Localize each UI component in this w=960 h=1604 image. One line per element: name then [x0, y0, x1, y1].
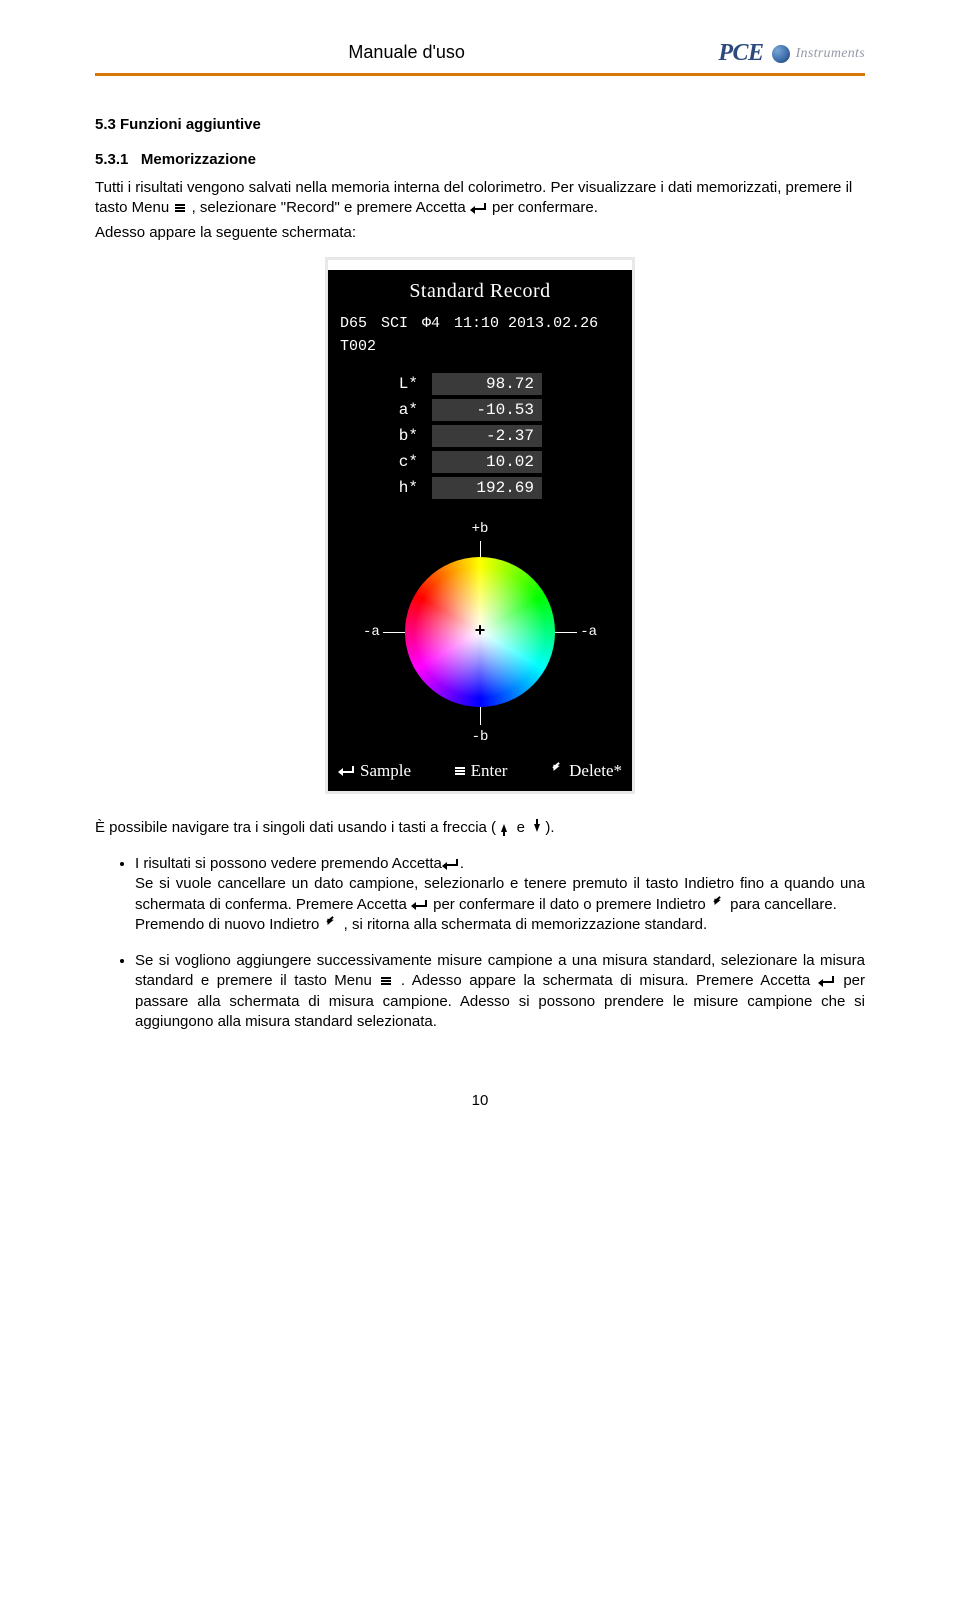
- section-heading: 5.3 Funzioni aggiuntive: [95, 116, 865, 133]
- enter-icon: [413, 900, 427, 910]
- value-box: 10.02: [432, 451, 542, 473]
- value-box: -10.53: [432, 399, 542, 421]
- navigation-paragraph: È possibile navigare tra i singoli dati …: [95, 818, 865, 838]
- device-value-row: h* 192.69: [390, 477, 632, 499]
- arrow-down-icon: [534, 824, 540, 832]
- device-value-row: b* -2.37: [390, 425, 632, 447]
- device-title: Standard Record: [328, 270, 632, 311]
- menu-icon: [455, 767, 465, 775]
- device-screenshot: Standard Record D65 SCI Φ4 11:10 2013.02…: [95, 257, 865, 794]
- enter-icon: [444, 859, 458, 869]
- value-box: -2.37: [432, 425, 542, 447]
- list-item: Se si vogliono aggiungere successivament…: [135, 951, 865, 1032]
- logo-instruments-text: Instruments: [796, 46, 865, 62]
- page-number: 10: [95, 1092, 865, 1109]
- intro-paragraph-2: Adesso appare la seguente schermata:: [95, 223, 865, 243]
- menu-icon: [175, 204, 185, 212]
- enter-icon: [340, 766, 354, 776]
- brand-logo: PCE Instruments: [718, 40, 865, 69]
- device-sample-id: T002: [328, 336, 632, 365]
- subsection-number: 5.3.1: [95, 151, 128, 168]
- value-box: 192.69: [432, 477, 542, 499]
- logo-globe-icon: [772, 45, 790, 63]
- device-meta: D65 SCI Φ4 11:10 2013.02.26: [328, 311, 632, 336]
- back-icon: [712, 899, 724, 911]
- value-label: a*: [390, 401, 418, 419]
- logo-pce-text: PCE: [718, 40, 763, 67]
- back-icon: [325, 919, 337, 931]
- color-wheel-chart: +b -b -a -a +: [328, 517, 632, 747]
- intro-paragraph: Tutti i risultati vengono salvati nella …: [95, 178, 865, 219]
- header-divider: [95, 73, 865, 76]
- device-footer: Sample Enter Delete*: [328, 755, 632, 791]
- crosshair-icon: +: [475, 622, 486, 642]
- enter-icon: [472, 203, 486, 213]
- arrow-up-icon: [501, 824, 507, 832]
- enter-icon: [820, 976, 834, 986]
- value-label: h*: [390, 479, 418, 497]
- menu-icon: [381, 977, 391, 985]
- list-item: I risultati si possono vedere premendo A…: [135, 854, 865, 935]
- value-label: b*: [390, 427, 418, 445]
- back-icon: [551, 765, 563, 777]
- header-title: Manuale d'uso: [95, 42, 718, 69]
- device-values: L* 98.72 a* -10.53 b* -2.37 c* 10.02 h* 192.69: [328, 365, 632, 511]
- device-value-row: L* 98.72: [390, 373, 632, 395]
- device-value-row: a* -10.53: [390, 399, 632, 421]
- device-value-row: c* 10.02: [390, 451, 632, 473]
- bullet-list: I risultati si possono vedere premendo A…: [95, 854, 865, 1032]
- subsection-heading: 5.3.1 Memorizzazione: [95, 151, 865, 168]
- value-label: c*: [390, 453, 418, 471]
- subsection-title: Memorizzazione: [141, 151, 256, 168]
- value-label: L*: [390, 375, 418, 393]
- page-header: Manuale d'uso PCE Instruments: [95, 40, 865, 69]
- value-box: 98.72: [432, 373, 542, 395]
